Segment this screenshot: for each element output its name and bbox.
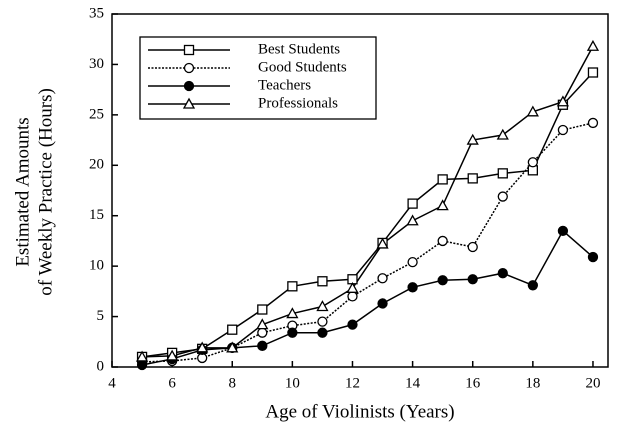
marker (346, 281, 359, 293)
marker (526, 105, 539, 117)
marker (556, 95, 570, 107)
marker (407, 198, 418, 209)
marker (377, 298, 388, 309)
y-tick-label: 15 (89, 207, 104, 223)
marker (557, 124, 569, 136)
y-axis-label: of Weekly Practice (Hours) (35, 88, 56, 296)
marker (407, 282, 418, 293)
x-tick-label: 14 (405, 375, 421, 391)
x-tick-label: 8 (228, 375, 236, 391)
marker (587, 117, 599, 129)
marker (287, 327, 298, 338)
marker (497, 268, 508, 279)
legend-label: Best Students (258, 41, 340, 57)
marker (183, 80, 195, 92)
marker (135, 350, 149, 362)
y-tick-label: 5 (97, 308, 105, 324)
marker (196, 341, 209, 353)
marker (407, 256, 418, 268)
marker (136, 359, 148, 371)
marker (182, 97, 196, 109)
x-tick-label: 20 (585, 375, 600, 391)
marker (437, 235, 448, 247)
marker (587, 67, 599, 78)
x-tick-label: 16 (465, 375, 481, 391)
marker (587, 251, 599, 263)
x-tick-label: 12 (345, 375, 360, 391)
marker (166, 349, 179, 361)
series-line (141, 229, 594, 366)
marker (257, 327, 268, 338)
y-axis-label: Estimated Amounts (12, 117, 33, 266)
marker (466, 133, 479, 145)
series-line (142, 45, 594, 358)
marker (183, 44, 195, 56)
marker (437, 275, 448, 286)
marker (317, 276, 328, 287)
x-tick-label: 18 (525, 375, 540, 391)
marker (317, 327, 328, 338)
marker (256, 318, 269, 330)
plot-frame (111, 13, 609, 368)
x-tick-label: 4 (108, 375, 116, 391)
y-tick-label: 20 (89, 157, 104, 173)
x-tick-label: 10 (285, 375, 300, 391)
marker (287, 281, 298, 292)
marker (376, 237, 389, 249)
marker (497, 191, 508, 202)
marker (436, 199, 449, 211)
marker (497, 168, 508, 179)
marker (467, 241, 478, 253)
marker (183, 62, 195, 74)
marker (377, 273, 388, 284)
marker (557, 225, 569, 236)
marker (286, 307, 299, 319)
marker (406, 214, 419, 226)
marker (467, 274, 478, 285)
marker (437, 174, 448, 185)
series-line (141, 71, 594, 358)
marker (527, 280, 538, 291)
y-tick-label: 30 (89, 56, 104, 72)
y-tick-label: 35 (89, 5, 104, 21)
y-tick-label: 10 (89, 258, 104, 274)
marker (347, 319, 358, 330)
series-line (142, 122, 594, 363)
marker (467, 173, 478, 184)
marker (227, 324, 238, 335)
x-axis-label: Age of Violinists (Years) (265, 401, 454, 422)
marker (496, 128, 509, 140)
marker (257, 340, 268, 351)
legend-label: Teachers (258, 77, 311, 93)
marker (586, 39, 600, 51)
marker (527, 157, 538, 168)
x-tick-label: 6 (168, 375, 176, 391)
y-tick-label: 0 (97, 358, 105, 374)
y-tick-label: 25 (89, 106, 104, 122)
marker (347, 291, 358, 302)
marker (226, 341, 239, 353)
marker (317, 316, 328, 327)
marker (257, 304, 268, 315)
legend-label: Professionals (258, 95, 338, 111)
legend-label: Good Students (258, 59, 347, 75)
marker (316, 300, 329, 312)
